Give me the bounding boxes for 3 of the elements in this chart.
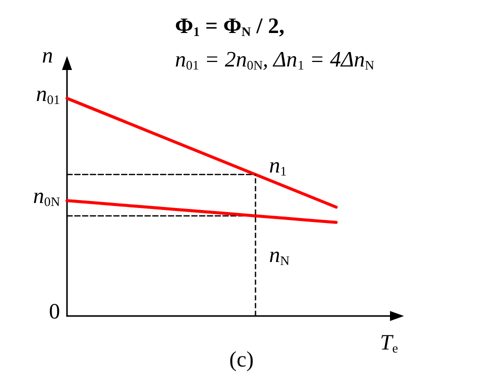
text: 0	[49, 298, 60, 324]
y-axis-title: n	[42, 42, 53, 68]
text: (c)	[229, 346, 254, 372]
